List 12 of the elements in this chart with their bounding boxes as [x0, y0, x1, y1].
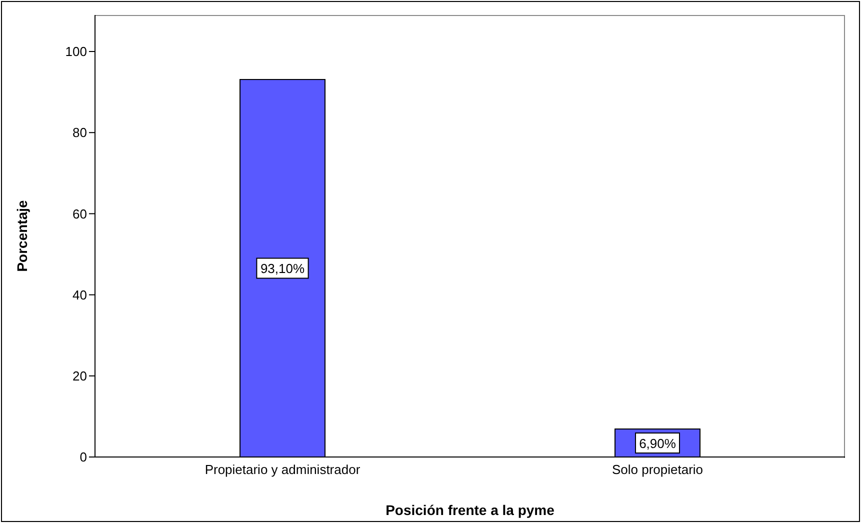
y-tick-label: 80: [72, 125, 87, 140]
data-label: 6,90%: [639, 436, 676, 452]
y-tick-label: 60: [72, 206, 87, 222]
x-tick-label: Solo propietario: [612, 462, 704, 478]
x-tick-label: Propietario y administrador: [204, 462, 361, 478]
data-label: 93,10%: [260, 261, 305, 276]
y-tick-label: 100: [65, 44, 87, 60]
y-tick-label: 0: [80, 450, 87, 465]
x-axis-title: Posición frente a la pyme: [386, 502, 555, 518]
y-tick-label: 40: [72, 287, 87, 302]
y-axis-title: Porcentaje: [14, 200, 30, 272]
y-tick-label: 20: [72, 368, 87, 384]
